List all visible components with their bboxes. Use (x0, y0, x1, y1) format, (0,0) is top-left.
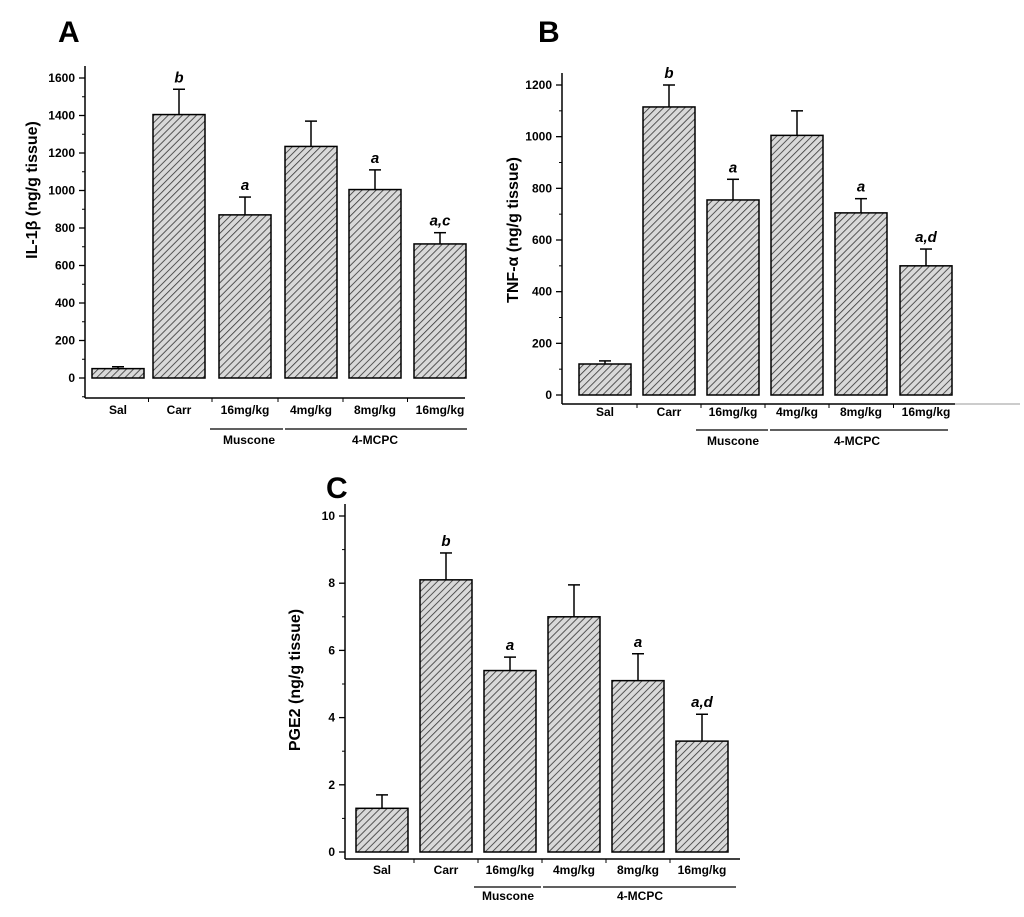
panel-c-group-label-0: Muscone (482, 889, 534, 903)
panel-b-y-tick-label: 200 (532, 336, 552, 350)
panel-c-y-tick-label: 0 (328, 845, 335, 859)
panel-b-y-axis-label: TNF-α (ng/g tissue) (505, 157, 522, 303)
panel-b-y-tick-label: 600 (532, 233, 552, 247)
panel-a-significance-4: a (371, 150, 379, 167)
panel-c-bar-0 (355, 807, 409, 853)
panel-a-y-tick-label: 600 (55, 259, 75, 273)
panel-b-bar-4 (834, 212, 888, 396)
panel-c-category-label-5: 16mg/kg (678, 863, 727, 877)
panel-c-label: C (326, 472, 348, 505)
panel-a-significance-1: b (174, 69, 183, 86)
panel-b: B TNF-α (ng/g tissue) 0 200 400 600 800 1000 1… (505, 16, 1020, 448)
panel-a-bar-0 (91, 367, 145, 379)
panel-b-bar-0 (578, 363, 632, 396)
panel-b-y-tick-label: 800 (532, 181, 552, 195)
panel-c-significance-5: a,d (691, 694, 714, 711)
panel-b-category-label-1: Carr (657, 405, 682, 419)
panel-c-category-label-2: 16mg/kg (486, 863, 535, 877)
panel-a-label: A (58, 16, 80, 49)
panel-c-y-tick-label: 4 (328, 711, 335, 725)
panel-a-y-tick-label: 1400 (48, 109, 75, 123)
panel-b-category-label-2: 16mg/kg (709, 405, 758, 419)
panel-c-y-tick-label: 8 (328, 576, 335, 590)
panel-c-significance-4: a (634, 634, 642, 651)
panel-a-group-label-1: 4-MCPC (352, 433, 398, 447)
panel-b-y-tick-label: 1200 (525, 78, 552, 92)
panel-b-significance-5: a,d (915, 229, 938, 246)
panel-c-y-tick-label: 2 (328, 778, 335, 792)
panel-b-label: B (538, 16, 560, 49)
panel-c-significance-2: a (506, 637, 514, 654)
panel-a-y-tick-label: 0 (68, 371, 75, 385)
panel-b-category-label-5: 16mg/kg (902, 405, 951, 419)
panel-a-significance-2: a (241, 177, 249, 194)
panel-b-category-label-4: 8mg/kg (840, 405, 882, 419)
panel-c-group-label-1: 4-MCPC (617, 889, 663, 903)
panel-b-y-tick-label: 0 (545, 388, 552, 402)
panel-b-significance-4: a (857, 179, 865, 196)
panel-a-significance-5: a,c (430, 213, 452, 230)
panel-b-bar-2 (706, 199, 760, 396)
panel-a-bar-5 (413, 243, 467, 379)
panel-a-bar-1 (152, 113, 206, 379)
panel-a-y-tick-label: 1600 (48, 71, 75, 85)
panel-c-category-label-3: 4mg/kg (553, 863, 595, 877)
panel-c-y-tick-label: 10 (322, 509, 336, 523)
panel-a-category-label-3: 4mg/kg (290, 403, 332, 417)
panel-b-category-label-3: 4mg/kg (776, 405, 818, 419)
panel-c-bar-1 (419, 579, 473, 853)
panel-a-bar-4 (348, 188, 402, 379)
panel-c-category-label-1: Carr (434, 863, 459, 877)
panel-a-category-label-0: Sal (109, 403, 127, 417)
panel-c-y-axis-label: PGE2 (ng/g tissue) (287, 609, 304, 751)
panel-a-y-tick-label: 1200 (48, 146, 75, 160)
panel-b-group-label-1: 4-MCPC (834, 434, 880, 448)
panel-b-bar-3 (770, 134, 824, 396)
panel-c-category-label-0: Sal (373, 863, 391, 877)
panel-c-y-tick-label: 6 (328, 643, 335, 657)
panel-b-group-label-0: Muscone (707, 434, 759, 448)
panel-a-bar-2 (218, 214, 272, 379)
panel-c-bar-4 (611, 679, 665, 853)
panel-b-bar-1 (642, 106, 696, 396)
panel-b-category-label-0: Sal (596, 405, 614, 419)
panel-a-y-tick-label: 800 (55, 221, 75, 235)
panel-b-y-tick-label: 400 (532, 285, 552, 299)
panel-a-y-axis-label: IL-1β (ng/g tissue) (24, 121, 41, 259)
panel-b-significance-2: a (729, 159, 737, 176)
panel-c-bar-5 (675, 740, 729, 853)
panel-a-category-label-5: 16mg/kg (416, 403, 465, 417)
panel-c-bar-3 (547, 616, 601, 853)
panel-b-bar-5 (899, 265, 953, 396)
panel-a-group-label-0: Muscone (223, 433, 275, 447)
panel-b-y-tick-label: 1000 (525, 130, 552, 144)
panel-a-y-tick-label: 400 (55, 296, 75, 310)
panel-a-category-label-1: Carr (167, 403, 192, 417)
panel-a-category-label-2: 16mg/kg (221, 403, 270, 417)
panel-c: C PGE2 (ng/g tissue) 0 2 4 6 8 10 Sal b Carr a 16m… (287, 472, 740, 903)
panel-a: A IL-1β (ng/g tissue) 0 200 400 600 800 1000 1… (24, 16, 467, 447)
panel-a-bar-3 (284, 145, 338, 379)
panel-a-category-label-4: 8mg/kg (354, 403, 396, 417)
panel-a-y-tick-label: 200 (55, 334, 75, 348)
panel-b-significance-1: b (664, 65, 673, 82)
panel-a-y-tick-label: 1000 (48, 184, 75, 198)
panel-c-bar-2 (483, 669, 537, 853)
panel-c-significance-1: b (441, 533, 450, 550)
panel-c-category-label-4: 8mg/kg (617, 863, 659, 877)
